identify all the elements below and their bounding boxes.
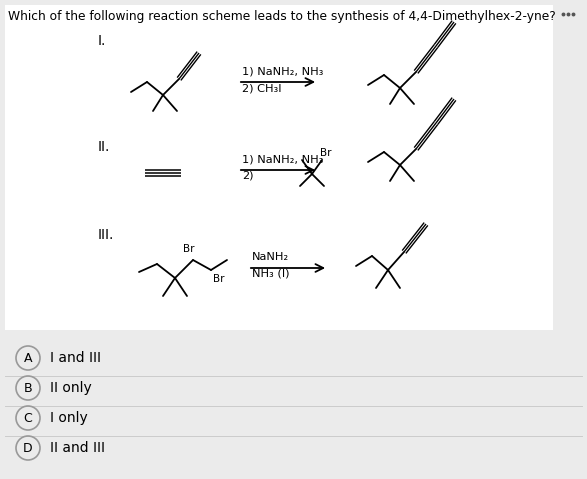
Text: A: A [23, 352, 32, 365]
Text: 2): 2) [242, 171, 254, 181]
Text: D: D [23, 442, 33, 455]
Text: 1) NaNH₂, NH₃: 1) NaNH₂, NH₃ [242, 66, 323, 76]
Text: Br: Br [183, 244, 195, 254]
Text: Br: Br [213, 274, 224, 284]
Text: Which of the following reaction scheme leads to the synthesis of 4,4-Dimethylhex: Which of the following reaction scheme l… [8, 10, 556, 23]
Text: NaNH₂: NaNH₂ [252, 252, 289, 262]
Text: C: C [23, 411, 32, 424]
Text: II only: II only [50, 381, 92, 395]
Text: B: B [23, 381, 32, 395]
Text: 1) NaNH₂, NH₃: 1) NaNH₂, NH₃ [242, 155, 323, 165]
Text: II and III: II and III [50, 441, 105, 455]
Text: NH₃ (l): NH₃ (l) [252, 269, 289, 279]
Text: 2) CH₃I: 2) CH₃I [242, 83, 282, 93]
Text: I.: I. [98, 34, 106, 48]
Bar [5, 5, 553, 330]
Text: III.: III. [98, 228, 114, 242]
Text: I only: I only [50, 411, 87, 425]
Text: II.: II. [98, 140, 110, 154]
Text: I and III: I and III [50, 351, 101, 365]
Text: Br: Br [320, 148, 332, 158]
